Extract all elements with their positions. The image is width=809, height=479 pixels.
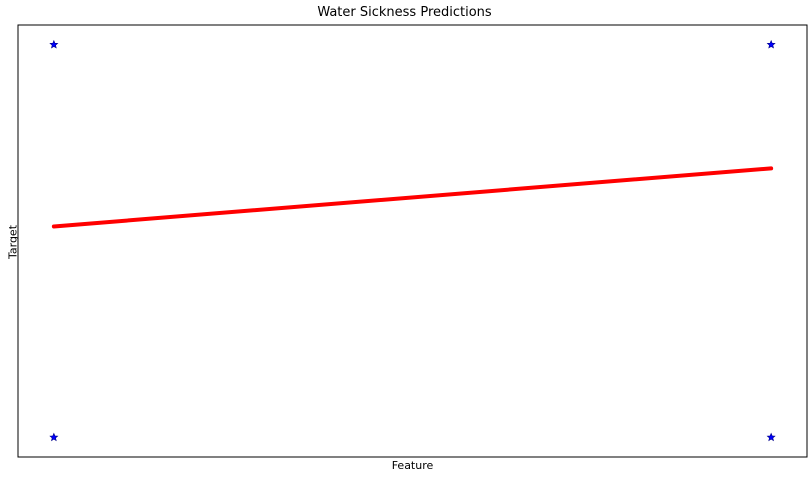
data-point-1 xyxy=(49,39,59,49)
regression-line xyxy=(51,166,774,229)
data-point-3 xyxy=(49,432,59,442)
plot-area xyxy=(17,24,808,458)
x-axis-label: Feature xyxy=(391,459,434,472)
y-axis-label: Target xyxy=(6,224,20,260)
points-layer xyxy=(49,39,776,442)
data-point-4 xyxy=(766,432,776,442)
chart-title: Water Sickness Predictions xyxy=(317,5,492,20)
lines-layer xyxy=(51,166,774,229)
data-point-2 xyxy=(766,39,776,49)
